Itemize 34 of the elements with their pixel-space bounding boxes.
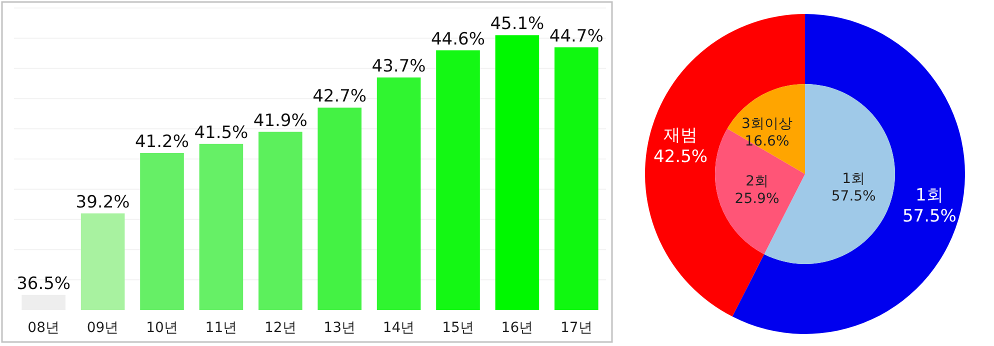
data-label: 41.5%	[194, 122, 248, 143]
slice-label: 2회	[746, 173, 768, 190]
donut-slice	[645, 14, 805, 317]
donut-slice	[732, 14, 965, 334]
data-label: 36.5%	[16, 274, 71, 294]
data-label: 44.7%	[549, 26, 604, 46]
data-label: 43.7%	[372, 56, 426, 76]
x-tick-label: 09년	[86, 320, 119, 336]
data-label: 39.2%	[76, 192, 130, 212]
x-tick-label: 16년	[501, 320, 534, 336]
x-tick-label: 13년	[324, 320, 356, 336]
data-label: 57.5%	[831, 188, 876, 204]
slice-label: 3회이상	[742, 116, 792, 132]
data-label: 44.6%	[430, 29, 486, 50]
x-tick-label: 12년	[264, 320, 296, 336]
data-label: 57.5%	[902, 206, 956, 227]
x-tick-label: 15년	[442, 320, 474, 336]
pie-slice	[715, 128, 805, 254]
pie-slice	[727, 84, 805, 174]
slice-label: 1회	[842, 170, 866, 187]
slice-label: 재범	[664, 126, 698, 146]
data-label: 25.9%	[734, 190, 780, 207]
slice-label: 1회	[916, 185, 944, 206]
x-tick-label: 14년	[382, 320, 415, 336]
data-label: 16.6%	[744, 133, 790, 150]
x-tick-label: 17년	[560, 320, 592, 336]
x-tick-label: 10년	[146, 320, 178, 336]
data-label: 41.2%	[134, 132, 190, 152]
data-label: 41.9%	[253, 110, 308, 131]
x-tick-label: 08년	[28, 320, 60, 336]
data-label: 42.5%	[654, 146, 708, 167]
data-label: 45.1%	[490, 14, 544, 34]
data-label: 42.7%	[312, 86, 367, 107]
x-tick-label: 11년	[205, 320, 238, 336]
